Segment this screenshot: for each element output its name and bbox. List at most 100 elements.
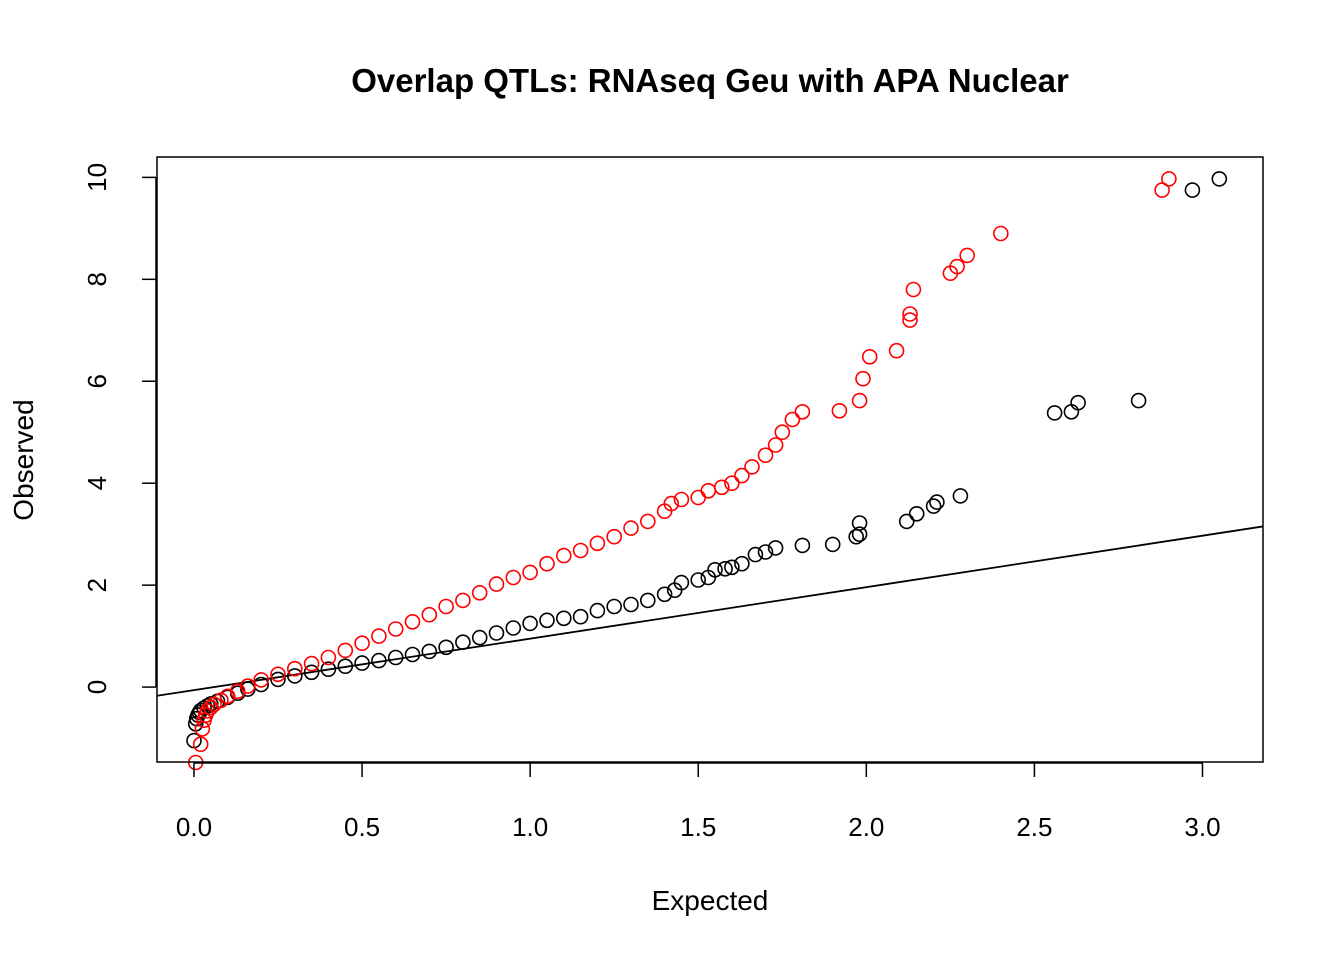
data-point [888, 342, 905, 359]
x-tick-label: 1.0 [512, 812, 548, 842]
data-point [734, 555, 750, 572]
data-point [421, 606, 438, 623]
data-point [455, 592, 471, 609]
data-point [192, 736, 209, 753]
x-tick-label: 3.0 [1184, 812, 1220, 842]
x-tick-label: 0.0 [176, 812, 212, 842]
y-axis-label: Observed [8, 399, 39, 520]
y-tick-label: 2 [82, 578, 112, 592]
data-point [438, 639, 454, 656]
data-point [522, 615, 538, 632]
data-point [438, 598, 454, 615]
data-point [286, 668, 303, 684]
series-2 [187, 171, 1177, 771]
data-point [623, 520, 639, 536]
data-point [539, 612, 555, 629]
data-point [925, 498, 942, 514]
data-point [371, 628, 387, 644]
data-point [1046, 405, 1063, 421]
data-point [354, 655, 370, 671]
data-point [203, 699, 219, 716]
data-point [522, 564, 538, 581]
data-point [229, 683, 246, 700]
y-axis: 0 2 4 6 8 10 [82, 163, 157, 694]
data-point [717, 560, 733, 577]
x-axis-label: Expected [652, 885, 769, 916]
data-point [713, 479, 730, 496]
data-point [387, 621, 404, 637]
data-point [992, 225, 1009, 242]
data-point [744, 459, 760, 475]
data-point [767, 437, 784, 453]
data-point [354, 635, 370, 652]
data-point [555, 610, 572, 627]
data-point [851, 526, 868, 543]
data-point [902, 306, 918, 322]
data-point [774, 424, 791, 441]
plot-frame [156, 156, 1264, 763]
data-point [303, 655, 320, 672]
data-point [673, 574, 690, 591]
data-point [623, 596, 639, 613]
y-tick-label: 8 [82, 272, 112, 286]
y-tick-label: 6 [82, 374, 112, 388]
y-tick-label: 0 [82, 680, 112, 694]
x-axis: 0.0 0.5 1.0 1.5 2.0 2.5 3.0 [176, 762, 1221, 842]
data-point [959, 247, 976, 264]
x-tick-label: 2.0 [848, 812, 884, 842]
data-point [747, 546, 764, 563]
data-point [757, 544, 774, 560]
data-point [824, 536, 841, 553]
data-point [794, 403, 811, 420]
data-point [724, 559, 740, 576]
data-point [673, 491, 690, 508]
data-point [270, 666, 286, 683]
data-point [898, 513, 915, 530]
data-point [902, 312, 918, 328]
data-point [320, 661, 337, 678]
data-point [929, 494, 945, 510]
x-tick-label: 1.5 [680, 812, 716, 842]
data-point [488, 625, 505, 641]
data-point [488, 576, 505, 592]
data-point [337, 642, 354, 659]
data-point [286, 660, 303, 677]
data-point [505, 620, 522, 636]
data-point [734, 467, 750, 484]
data-point [455, 634, 471, 651]
data-point [320, 649, 337, 666]
y-tick-label: 4 [82, 476, 112, 490]
data-point [1063, 403, 1080, 420]
data-point [639, 513, 656, 530]
data-point [539, 555, 555, 572]
data-point [606, 598, 623, 615]
reference-line [157, 525, 1263, 697]
data-point [404, 613, 421, 630]
x-tick-label: 2.5 [1016, 812, 1052, 842]
data-point [851, 515, 868, 531]
data-point [1154, 182, 1170, 198]
data-point [404, 646, 421, 663]
data-point [471, 584, 488, 601]
data-point [757, 447, 774, 464]
data-point [851, 392, 868, 409]
data-point [303, 664, 320, 681]
data-point [253, 672, 270, 688]
data-point [656, 586, 673, 603]
data-point [606, 528, 623, 545]
data-point [861, 348, 878, 365]
data-point [1130, 392, 1147, 409]
data-point [639, 592, 656, 609]
data-point [855, 370, 871, 387]
data-point [219, 688, 236, 705]
data-point [1211, 171, 1228, 187]
data-point [724, 475, 740, 492]
data-point [337, 658, 354, 675]
data-point [270, 671, 286, 688]
y-tick-label: 10 [82, 163, 112, 192]
data-point [767, 540, 784, 556]
data-point [387, 649, 404, 666]
data-point [690, 489, 707, 506]
data-point [555, 547, 572, 564]
